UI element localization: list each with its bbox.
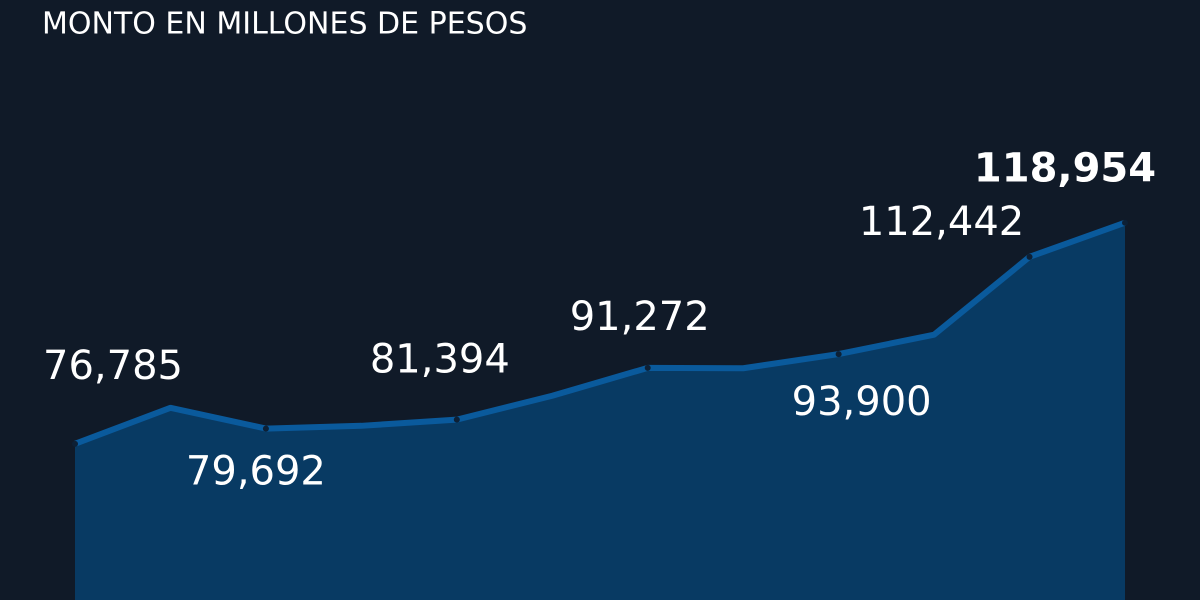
area [75, 222, 1125, 600]
line [73, 219, 1127, 447]
point [1026, 253, 1033, 260]
chart-title: MONTO EN MILLONES DE PESOS [42, 7, 527, 42]
point [262, 425, 269, 432]
data-label: 79,692 [186, 449, 326, 495]
data-label: 93,900 [792, 379, 932, 425]
data-label: 76,785 [43, 343, 183, 389]
data-label: 112,442 [859, 199, 1024, 245]
point [644, 364, 651, 371]
data-label: 118,954 [974, 146, 1156, 192]
point [1122, 219, 1128, 226]
data-label: 91,272 [570, 294, 710, 340]
data-label: 81,394 [370, 337, 510, 383]
point [453, 416, 460, 423]
point [835, 351, 842, 358]
point [72, 440, 78, 447]
